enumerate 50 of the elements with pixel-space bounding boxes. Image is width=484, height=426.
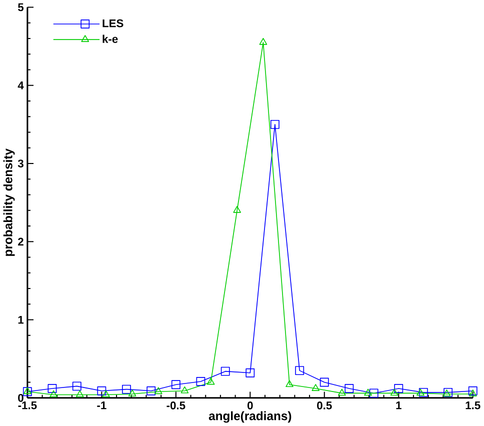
point <box>468 386 478 396</box>
y-tick-label: 3 <box>18 160 24 168</box>
point <box>76 390 84 398</box>
x-tick-label: 1 <box>396 401 402 410</box>
y-tick-label: 1 <box>18 316 24 324</box>
point <box>270 120 280 129</box>
point <box>338 388 346 396</box>
point <box>196 377 206 386</box>
point <box>320 378 329 387</box>
y-axis-title: probability density <box>3 148 15 256</box>
x-tick-label: 0 <box>247 401 253 410</box>
point <box>48 384 57 393</box>
point <box>72 382 82 391</box>
point <box>102 390 110 398</box>
point <box>312 384 320 391</box>
point <box>206 378 215 385</box>
x-tick-label: -1 <box>97 401 106 410</box>
point <box>246 368 255 378</box>
legend-label: LES <box>102 19 124 28</box>
y-tick-label: 0 <box>18 394 24 402</box>
y-tick-label: 4 <box>18 82 24 90</box>
point <box>364 388 372 396</box>
x-tick-label: 1.5 <box>466 401 480 410</box>
legend-label: k-e <box>102 34 118 43</box>
point <box>220 366 230 376</box>
point <box>233 206 242 213</box>
point <box>369 388 378 398</box>
point <box>390 388 398 396</box>
point <box>146 386 156 396</box>
y-tick-label: 2 <box>18 238 24 246</box>
point <box>97 386 106 396</box>
point <box>122 384 131 394</box>
point <box>171 380 180 390</box>
point <box>154 387 162 394</box>
point <box>416 388 424 396</box>
point <box>128 389 136 396</box>
x-tick-label: 0.5 <box>317 401 332 410</box>
point <box>394 384 404 393</box>
x-tick-label: -0.5 <box>166 401 186 410</box>
point <box>344 384 354 393</box>
x-axis-title: angle(radians) <box>208 411 292 423</box>
y-tick-label: 5 <box>18 3 24 12</box>
point <box>50 390 58 398</box>
point <box>295 366 304 375</box>
point <box>180 386 189 394</box>
point <box>286 380 294 388</box>
x-tick-label: -1.5 <box>18 401 37 410</box>
point <box>418 388 428 397</box>
point <box>259 38 268 45</box>
point <box>468 389 477 396</box>
